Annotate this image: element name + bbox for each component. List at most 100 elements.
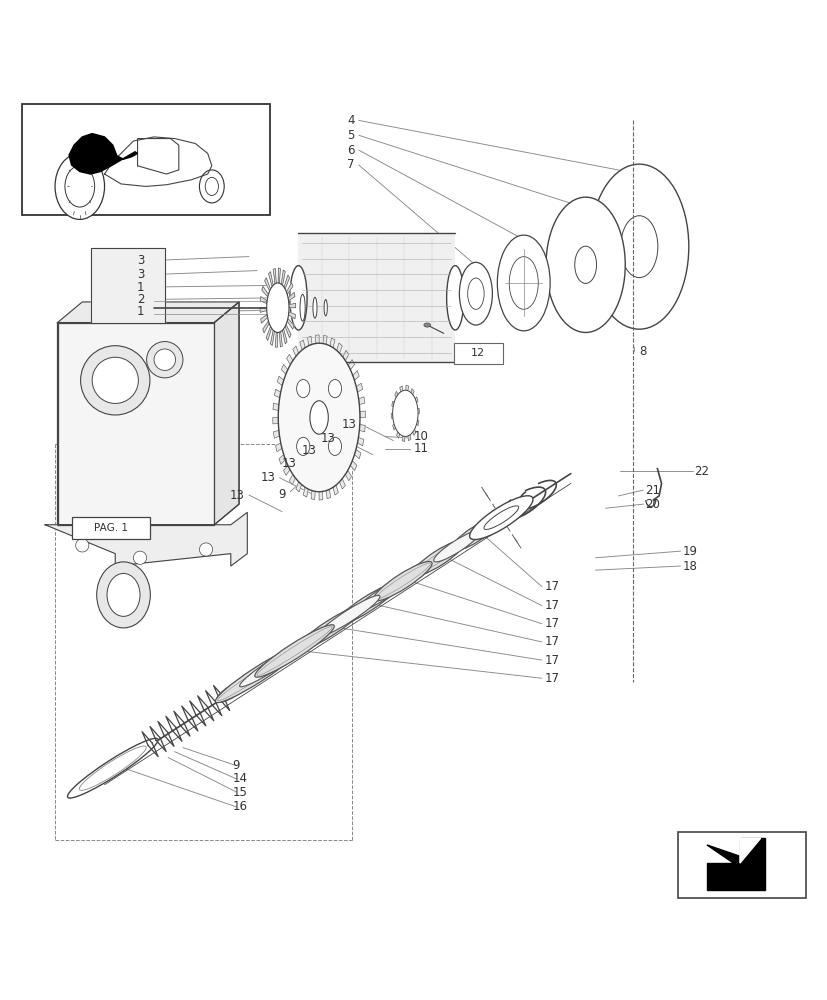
Text: 15: 15 xyxy=(232,786,247,799)
Ellipse shape xyxy=(294,604,366,652)
Polygon shape xyxy=(416,408,418,413)
Polygon shape xyxy=(342,350,348,361)
Polygon shape xyxy=(357,437,363,446)
Polygon shape xyxy=(281,364,288,374)
Ellipse shape xyxy=(313,297,317,318)
Ellipse shape xyxy=(545,197,624,332)
Ellipse shape xyxy=(278,343,360,492)
Polygon shape xyxy=(332,485,338,495)
Polygon shape xyxy=(337,343,342,353)
Polygon shape xyxy=(282,329,287,344)
Polygon shape xyxy=(307,336,312,346)
Polygon shape xyxy=(402,436,404,441)
Circle shape xyxy=(146,342,183,378)
Text: 2: 2 xyxy=(136,293,144,306)
Ellipse shape xyxy=(328,380,342,398)
Polygon shape xyxy=(293,346,299,356)
Ellipse shape xyxy=(296,380,309,398)
Ellipse shape xyxy=(433,531,480,562)
Ellipse shape xyxy=(216,680,247,702)
Text: 10: 10 xyxy=(414,430,428,443)
Polygon shape xyxy=(359,425,365,432)
Circle shape xyxy=(80,346,150,415)
Ellipse shape xyxy=(68,738,158,798)
Polygon shape xyxy=(286,354,293,365)
Polygon shape xyxy=(391,413,394,418)
Polygon shape xyxy=(262,321,269,333)
Ellipse shape xyxy=(266,283,289,332)
Polygon shape xyxy=(289,474,295,485)
Text: 13: 13 xyxy=(320,432,335,445)
Text: 19: 19 xyxy=(681,545,696,558)
Polygon shape xyxy=(348,360,354,370)
Polygon shape xyxy=(288,312,295,319)
Text: 9: 9 xyxy=(232,759,240,772)
Polygon shape xyxy=(284,324,290,338)
Text: 17: 17 xyxy=(543,672,559,685)
Text: 13: 13 xyxy=(341,418,356,431)
Polygon shape xyxy=(352,371,359,380)
Circle shape xyxy=(133,551,146,564)
Polygon shape xyxy=(265,326,271,340)
Polygon shape xyxy=(272,417,278,424)
Ellipse shape xyxy=(232,674,258,692)
Polygon shape xyxy=(356,383,362,392)
Polygon shape xyxy=(412,429,415,435)
Ellipse shape xyxy=(459,262,492,325)
Text: 13: 13 xyxy=(230,489,245,502)
Polygon shape xyxy=(415,419,418,426)
Text: 17: 17 xyxy=(543,654,559,667)
Ellipse shape xyxy=(79,746,146,790)
Ellipse shape xyxy=(224,668,266,697)
Polygon shape xyxy=(408,435,410,441)
Ellipse shape xyxy=(392,390,418,436)
Polygon shape xyxy=(273,403,279,410)
Ellipse shape xyxy=(317,595,380,637)
Ellipse shape xyxy=(309,401,327,434)
Polygon shape xyxy=(396,431,399,438)
Polygon shape xyxy=(281,270,284,285)
Ellipse shape xyxy=(328,437,342,455)
Polygon shape xyxy=(354,449,361,459)
Text: 21: 21 xyxy=(644,484,659,497)
Text: 13: 13 xyxy=(301,444,316,457)
Ellipse shape xyxy=(467,278,484,309)
Polygon shape xyxy=(311,491,315,500)
Polygon shape xyxy=(414,397,418,403)
Polygon shape xyxy=(696,838,768,892)
Polygon shape xyxy=(345,470,351,481)
Polygon shape xyxy=(303,487,308,497)
Ellipse shape xyxy=(205,177,218,195)
Text: 7: 7 xyxy=(347,158,354,171)
Bar xyxy=(298,233,455,362)
Polygon shape xyxy=(273,430,280,438)
Polygon shape xyxy=(299,340,305,350)
Polygon shape xyxy=(706,838,764,890)
Ellipse shape xyxy=(107,573,140,616)
Polygon shape xyxy=(410,389,414,395)
Ellipse shape xyxy=(446,266,463,330)
Ellipse shape xyxy=(497,235,549,331)
Ellipse shape xyxy=(97,562,151,628)
Polygon shape xyxy=(273,269,276,284)
Polygon shape xyxy=(284,465,289,475)
Ellipse shape xyxy=(278,617,347,662)
Ellipse shape xyxy=(215,646,301,703)
Bar xyxy=(22,104,270,215)
Ellipse shape xyxy=(289,266,307,330)
Text: 17: 17 xyxy=(543,599,559,612)
Text: 16: 16 xyxy=(232,800,247,813)
Polygon shape xyxy=(326,489,330,499)
Ellipse shape xyxy=(509,257,538,309)
Ellipse shape xyxy=(469,496,533,540)
Ellipse shape xyxy=(394,552,446,587)
Ellipse shape xyxy=(239,638,313,687)
Text: 11: 11 xyxy=(414,442,428,455)
Polygon shape xyxy=(286,283,293,294)
Ellipse shape xyxy=(255,625,334,677)
Polygon shape xyxy=(278,268,280,283)
Ellipse shape xyxy=(199,170,224,203)
Circle shape xyxy=(154,349,175,370)
Ellipse shape xyxy=(589,164,688,329)
Text: 12: 12 xyxy=(471,348,485,358)
